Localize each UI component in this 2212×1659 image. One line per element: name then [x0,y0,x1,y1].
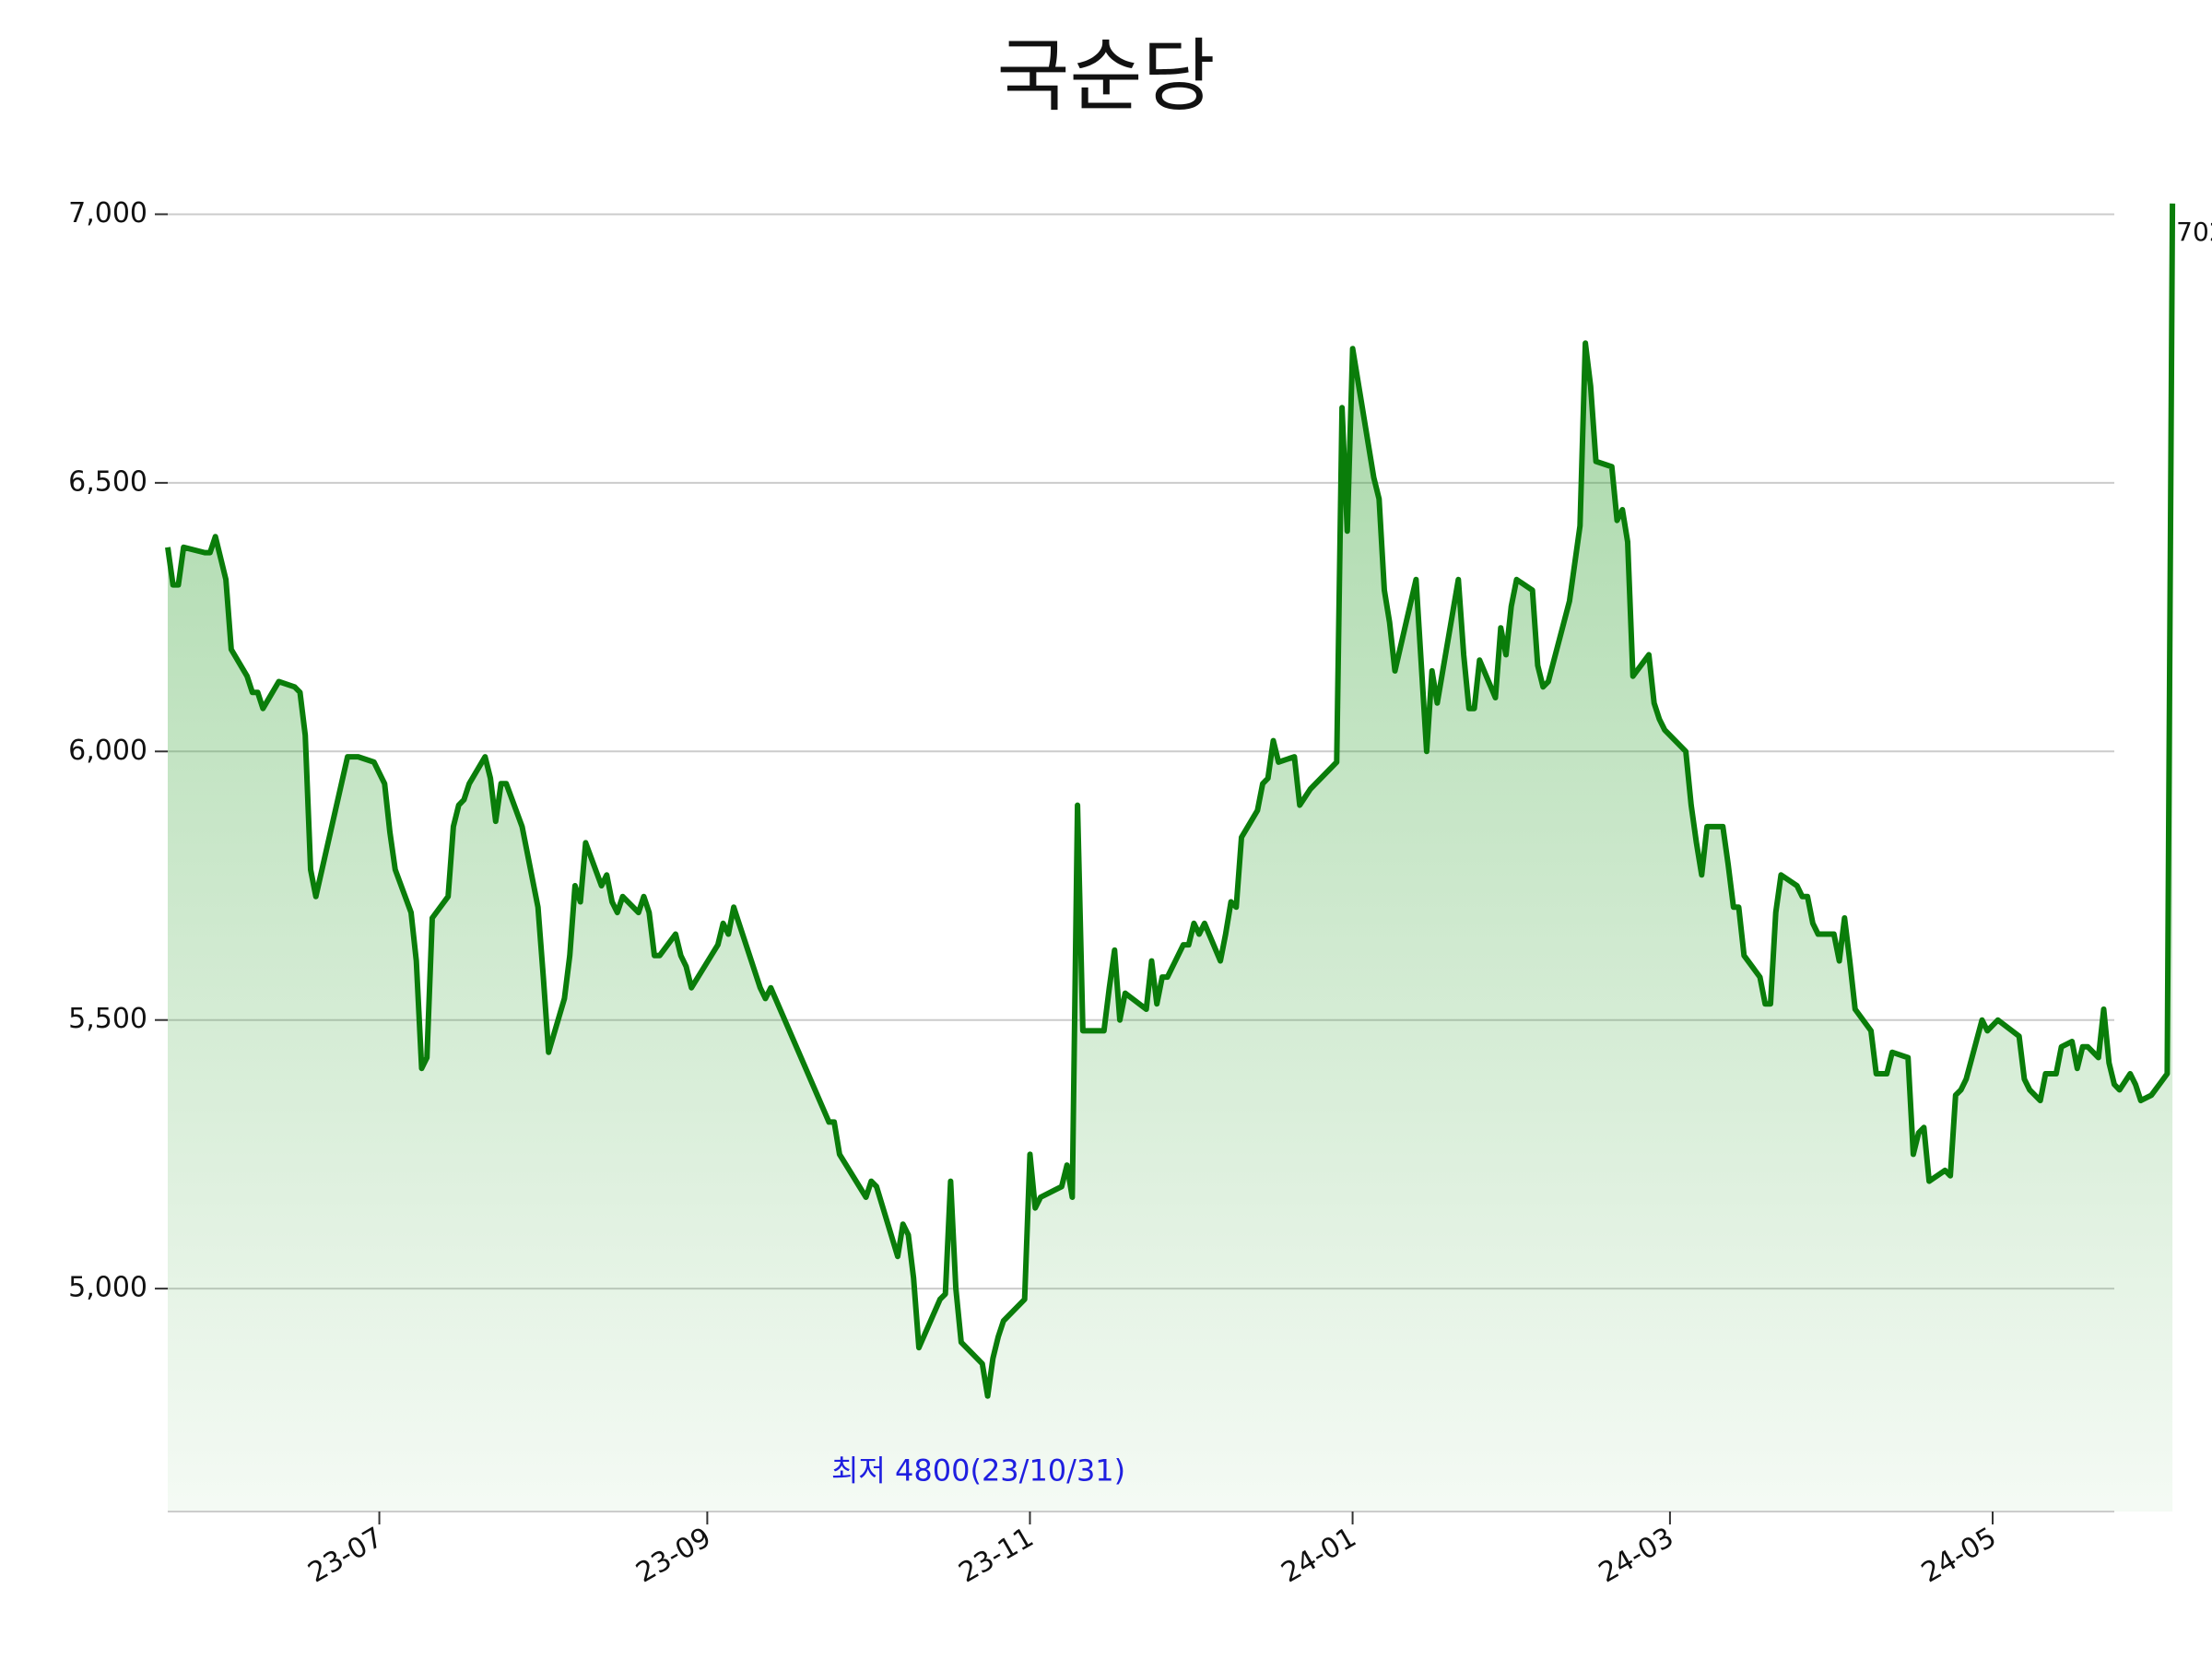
x-tick-label: 23-07 [303,1522,389,1590]
x-tick-label: 24-05 [1916,1522,2002,1590]
price-area-fill [168,203,2173,1512]
min-price-annotation: 최저 4800(23/10/31) [831,1453,1125,1488]
chart-title: 국순당 [996,30,1216,123]
x-axis: 23-07 23-09 23-11 24-01 24-03 24-05 [303,1512,2002,1590]
price-line [165,203,2176,1399]
y-tick-label: 5,500 [68,1003,147,1035]
x-tick-label: 23-09 [630,1522,716,1590]
x-tick-label: 23-11 [953,1522,1039,1590]
last-price-annotation: 7020 [2176,217,2212,247]
y-axis: 5,000 5,500 6,000 6,500 7,000 [68,197,168,1304]
y-tick-label: 6,500 [68,465,147,498]
y-tick-label: 6,000 [68,735,147,767]
y-tick-label: 7,000 [68,197,147,229]
x-tick-label: 24-01 [1277,1522,1362,1590]
y-tick-label: 5,000 [68,1272,147,1304]
x-tick-label: 24-03 [1594,1522,1679,1590]
